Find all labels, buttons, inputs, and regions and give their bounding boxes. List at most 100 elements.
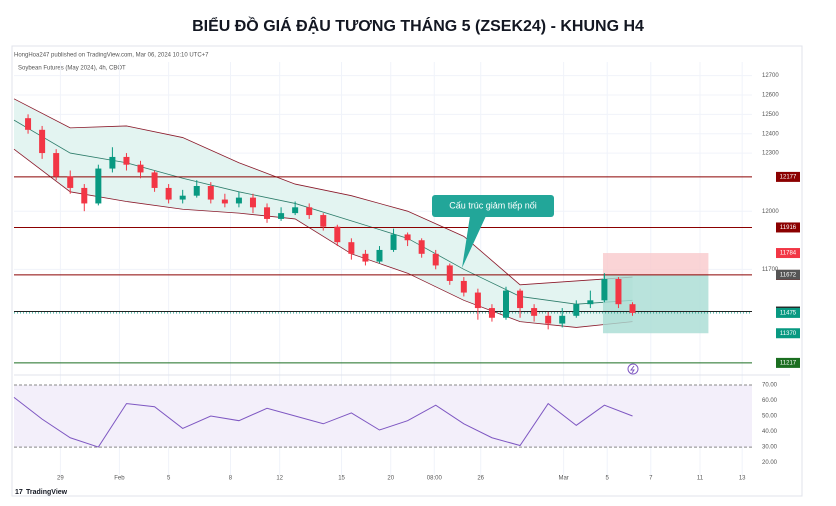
candle-body — [165, 187, 172, 200]
rsi-tick-label: 50.00 — [762, 414, 778, 420]
x-tick-label: 08:00 — [427, 476, 443, 482]
candle-body — [109, 156, 116, 169]
rsi-line — [13, 397, 633, 448]
price-tag — [776, 171, 800, 182]
candle-body — [545, 315, 552, 324]
event-icon-bolt — [630, 365, 635, 374]
x-tick-label: 20 — [387, 476, 394, 482]
y-tick-label: 12300 — [762, 151, 779, 157]
event-icon[interactable] — [627, 363, 639, 375]
candle-body — [460, 280, 467, 293]
price-tag-label: 11916 — [780, 225, 797, 231]
price-tag — [776, 269, 800, 280]
price-tag-label: 11784 — [780, 251, 797, 257]
candle-body — [404, 234, 411, 241]
band-upper — [13, 98, 633, 286]
x-tick-label: 29 — [57, 476, 64, 482]
candle-body — [376, 249, 383, 262]
candle-body — [474, 292, 481, 309]
x-tick-label: 11 — [697, 476, 704, 482]
candle-body — [235, 197, 242, 204]
x-tick-label: 8 — [229, 476, 233, 482]
candle-body — [264, 207, 271, 219]
candle-body — [503, 290, 509, 318]
price-tag — [776, 307, 800, 318]
symbol-label: Soybean Futures (May 2024), 4h, CBOT — [18, 66, 126, 72]
x-tick-label: 12 — [276, 476, 283, 482]
rsi-tick-label: 40.00 — [762, 429, 778, 435]
candle-body — [25, 118, 32, 130]
candle-body — [348, 242, 355, 254]
band-lower — [13, 148, 633, 328]
x-tick-label: Mar — [558, 476, 568, 482]
candle-body — [559, 315, 566, 324]
callout-box — [432, 195, 554, 217]
price-tag — [776, 222, 800, 233]
y-tick-label: 12000 — [762, 209, 779, 215]
x-tick-label: 15 — [338, 476, 345, 482]
y-tick-label: 12400 — [762, 131, 779, 137]
rsi-tick-label: 20.00 — [762, 460, 778, 466]
candle-body — [418, 240, 425, 254]
candle-body — [179, 195, 186, 200]
callout-pointer — [462, 216, 486, 268]
callout-text: Cấu trúc giảm tiếp nối — [449, 200, 537, 210]
candle-body — [488, 308, 495, 318]
chart-title: BIỂU ĐỒ GIÁ ĐẬU TƯƠNG THÁNG 5 (ZSEK24) -… — [192, 16, 644, 35]
footer-logo: TradingView — [26, 489, 68, 496]
rsi-tick-label: 70.00 — [762, 383, 778, 389]
price-tag — [776, 328, 800, 339]
candle-body — [278, 213, 285, 219]
candle-body — [629, 304, 636, 313]
candle-body — [95, 168, 102, 204]
y-tick-label: 12600 — [762, 93, 779, 99]
candle-body — [517, 290, 524, 309]
candle-body — [615, 279, 622, 305]
x-tick-label: 5 — [167, 476, 171, 482]
price-tag-label: 11475 — [780, 310, 797, 316]
candle-body — [53, 153, 60, 177]
candle-body — [446, 265, 453, 281]
candle-body — [193, 186, 200, 196]
rsi-band — [14, 384, 752, 448]
candle-body — [390, 234, 397, 250]
candle-body — [221, 199, 228, 204]
x-tick-label: 7 — [649, 476, 653, 482]
price-tag-label: 11370 — [780, 331, 797, 337]
x-tick-label: 26 — [477, 476, 484, 482]
y-tick-label: 11700 — [762, 267, 779, 273]
price-tag — [776, 248, 800, 259]
candle-body — [531, 308, 538, 316]
rsi-tick-label: 30.00 — [762, 445, 778, 451]
subtitle: HongHoa247 published on TradingView.com,… — [14, 53, 209, 59]
candle-body — [123, 156, 130, 165]
candle-body — [587, 300, 594, 305]
candle-body — [81, 187, 88, 204]
candle-body — [362, 253, 369, 262]
y-tick-label: 12700 — [762, 73, 779, 79]
price-tag-label: 11217 — [780, 360, 797, 366]
x-tick-label: 5 — [606, 476, 610, 482]
y-tick-label: 12500 — [762, 112, 779, 118]
rsi-tick-label: 60.00 — [762, 398, 778, 404]
candle-body — [334, 226, 341, 243]
candle-body — [292, 207, 299, 214]
candle-body — [207, 186, 214, 200]
candle-body — [67, 176, 74, 188]
candle-body — [432, 253, 439, 266]
x-tick-label: 13 — [739, 476, 746, 482]
x-tick-label: Feb — [114, 476, 125, 482]
stop-zone — [602, 253, 709, 275]
candle-body — [601, 279, 608, 301]
candle-body — [151, 172, 158, 188]
candle-body — [320, 215, 327, 227]
price-tag — [776, 357, 800, 368]
candle-body — [249, 197, 256, 208]
price-tag-label: 12177 — [780, 174, 797, 180]
price-tag-label: 11672 — [780, 272, 797, 278]
candle-body — [137, 164, 144, 173]
logo-mark: 17 — [15, 489, 23, 496]
band-middle — [13, 119, 633, 305]
